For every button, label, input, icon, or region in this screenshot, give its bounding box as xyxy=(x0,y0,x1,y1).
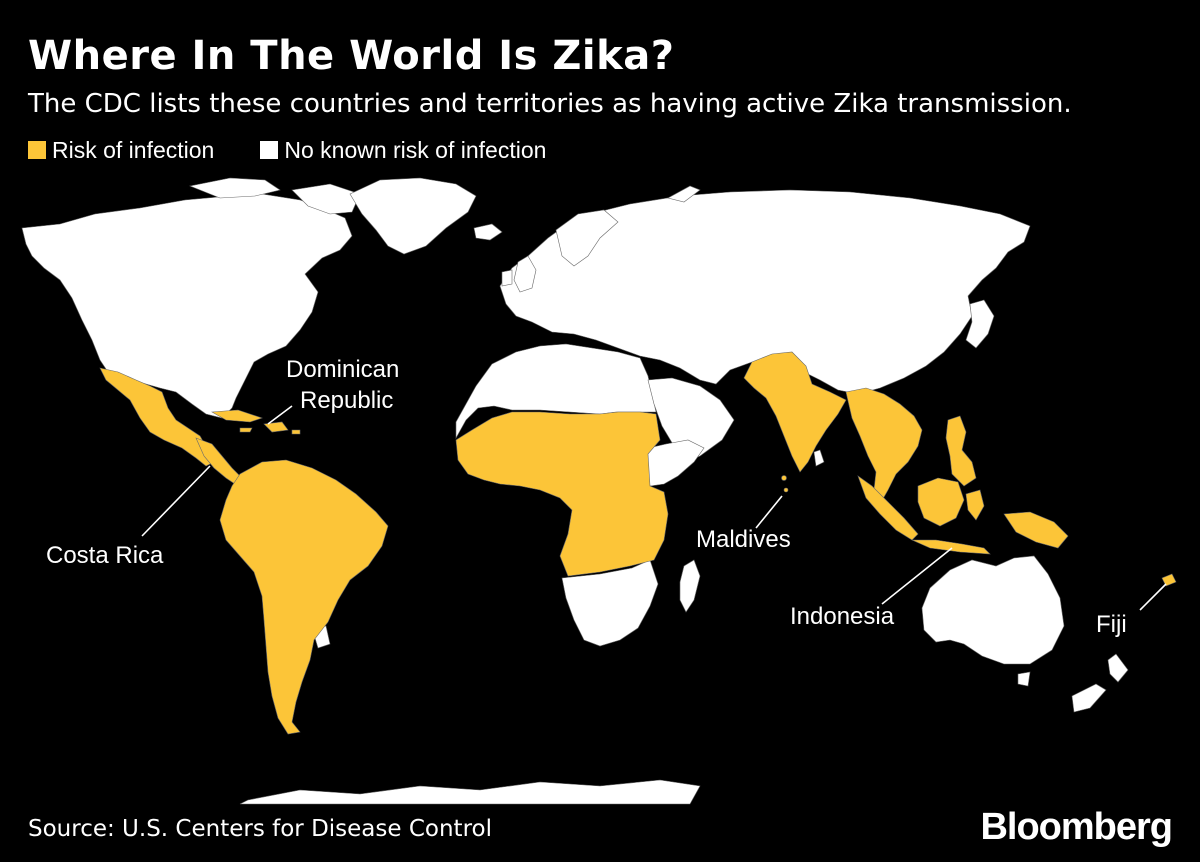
ireland xyxy=(501,269,513,287)
horn-of-africa xyxy=(639,439,705,487)
north-america xyxy=(21,193,353,419)
callout-lines xyxy=(141,405,1167,611)
puerto-rico xyxy=(291,429,301,435)
greenland xyxy=(349,177,477,255)
iceland xyxy=(473,223,503,241)
antarctica xyxy=(239,779,701,805)
callout-line-maldives xyxy=(755,495,783,529)
new-zealand-north xyxy=(1107,653,1129,683)
southern-africa xyxy=(561,559,659,647)
maldives xyxy=(781,475,787,481)
philippines xyxy=(945,415,977,487)
fiji xyxy=(1161,573,1177,587)
west-central-africa xyxy=(455,411,669,577)
borneo xyxy=(917,477,965,527)
label-dominican-republic-line2: Republic xyxy=(300,387,393,414)
legend-swatch-no-risk xyxy=(260,141,279,159)
sumatra xyxy=(857,475,919,541)
sulawesi xyxy=(965,489,985,521)
madagascar xyxy=(679,559,701,613)
india xyxy=(743,351,847,473)
legend-label-risk: Risk of infection xyxy=(52,136,215,163)
arctic-islands xyxy=(188,177,281,199)
risk-land xyxy=(99,351,1177,735)
label-dominican-republic-line1: Dominican xyxy=(286,356,399,383)
sri-lanka xyxy=(813,449,825,467)
no-risk-land xyxy=(21,177,1129,805)
jamaica xyxy=(239,427,253,433)
japan xyxy=(965,299,995,349)
legend-item-risk: Risk of infection xyxy=(28,137,214,164)
new-zealand-south xyxy=(1071,683,1107,713)
label-maldives: Maldives xyxy=(696,526,791,553)
legend: Risk of infection No known risk of infec… xyxy=(28,136,592,164)
source-note: Source: U.S. Centers for Disease Control xyxy=(28,816,492,842)
maldives-south xyxy=(783,487,789,493)
java xyxy=(911,539,991,555)
south-america xyxy=(219,459,389,735)
eurasia xyxy=(499,189,1031,395)
chart-title: Where In The World Is Zika? xyxy=(28,33,675,79)
chart-subtitle: The CDC lists these countries and territ… xyxy=(28,89,1072,119)
legend-label-no-risk: No known risk of infection xyxy=(284,136,547,163)
bloomberg-logo: Bloomberg xyxy=(980,806,1173,848)
callout-line-fiji xyxy=(1139,583,1167,611)
tasmania xyxy=(1017,671,1031,687)
label-costa-rica: Costa Rica xyxy=(46,542,164,569)
legend-item-no-risk: No known risk of infection xyxy=(260,137,546,164)
label-indonesia: Indonesia xyxy=(790,603,895,630)
scandinavia xyxy=(555,209,619,267)
arabian-peninsula xyxy=(647,377,735,463)
cuba xyxy=(211,409,263,423)
legend-swatch-risk xyxy=(28,141,46,159)
callout-line-indonesia xyxy=(881,547,953,605)
callout-line-dominican-republic xyxy=(267,405,293,425)
baffin-island xyxy=(291,183,361,215)
callout-line-costa-rica xyxy=(141,465,211,537)
novaya-zemlya xyxy=(667,185,701,203)
australia xyxy=(921,555,1065,665)
label-fiji: Fiji xyxy=(1096,611,1127,638)
hispaniola xyxy=(263,421,289,433)
new-guinea xyxy=(1003,511,1069,549)
southeast-asia xyxy=(845,387,923,505)
great-britain xyxy=(513,255,537,293)
